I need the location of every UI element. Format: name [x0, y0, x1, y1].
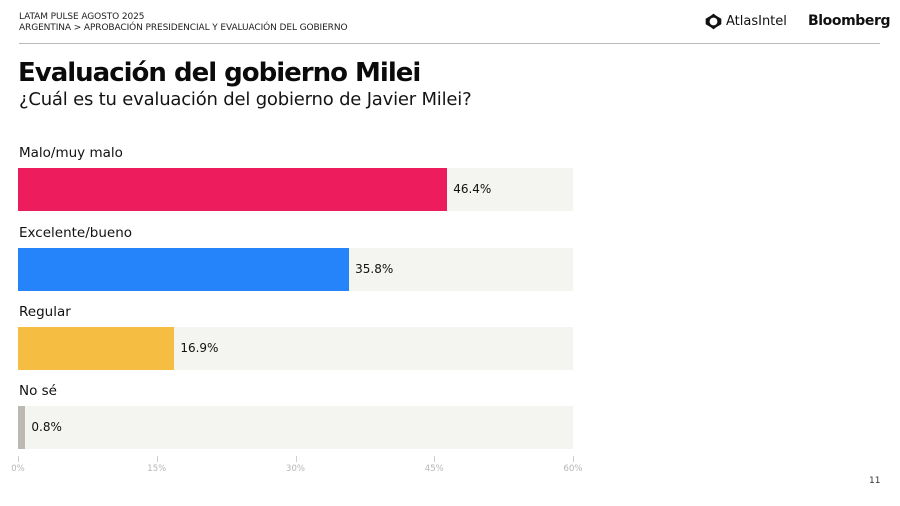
page-title: Evaluación del gobierno Milei [18, 58, 421, 88]
bar-label: Malo/muy malo [19, 145, 123, 161]
header-divider [19, 43, 880, 44]
bar-fill [18, 168, 448, 211]
x-tick [18, 456, 19, 462]
x-tick-label: 45% [424, 464, 444, 474]
atlasintel-logo: AtlasIntel [705, 13, 787, 30]
x-tick [573, 456, 574, 462]
bar-fill [18, 327, 175, 370]
bar-value: 46.4% [453, 182, 492, 196]
breadcrumb: ARGENTINA > APROBACIÓN PRESIDENCIAL Y EV… [19, 23, 348, 33]
bar-track: 0.8% [18, 406, 573, 449]
x-tick [156, 456, 158, 462]
bar-track: 16.9% [18, 327, 573, 370]
bar-label: No sé [19, 383, 57, 399]
survey-name: LATAM PULSE AGOSTO 2025 [19, 12, 145, 22]
bar-track: 35.8% [18, 248, 573, 291]
x-tick-label: 30% [286, 464, 305, 474]
header-meta: LATAM PULSE AGOSTO 2025 ARGENTINA > APRO… [19, 12, 348, 34]
x-axis: 0% 15% 30% 45% 60% [11, 456, 582, 480]
atlasintel-logo-text: AtlasIntel [726, 14, 787, 29]
bar-label: Regular [19, 304, 71, 320]
bar-value: 35.8% [355, 262, 394, 276]
bloomberg-logo: Bloomberg [808, 13, 891, 29]
x-tick-label: 15% [147, 464, 167, 474]
x-tick-label: 60% [563, 464, 583, 474]
x-tick-label: 0% [11, 464, 25, 474]
x-tick [295, 456, 297, 462]
x-tick [434, 456, 436, 462]
atlasintel-logo-icon [705, 13, 722, 30]
bar-fill [18, 406, 26, 449]
bar-label: Excelente/bueno [19, 225, 133, 241]
bar-track: 46.4% [18, 168, 573, 211]
bar-value: 16.9% [180, 341, 219, 355]
page-subtitle: ¿Cuál es tu evaluación del gobierno de J… [19, 89, 472, 110]
bar-fill [18, 248, 350, 291]
bar-value: 0.8% [31, 420, 62, 434]
page-number: 11 [869, 476, 881, 486]
bar-chart: Malo/muy malo 46.4% Excelente/bueno 35.8… [11, 140, 582, 480]
